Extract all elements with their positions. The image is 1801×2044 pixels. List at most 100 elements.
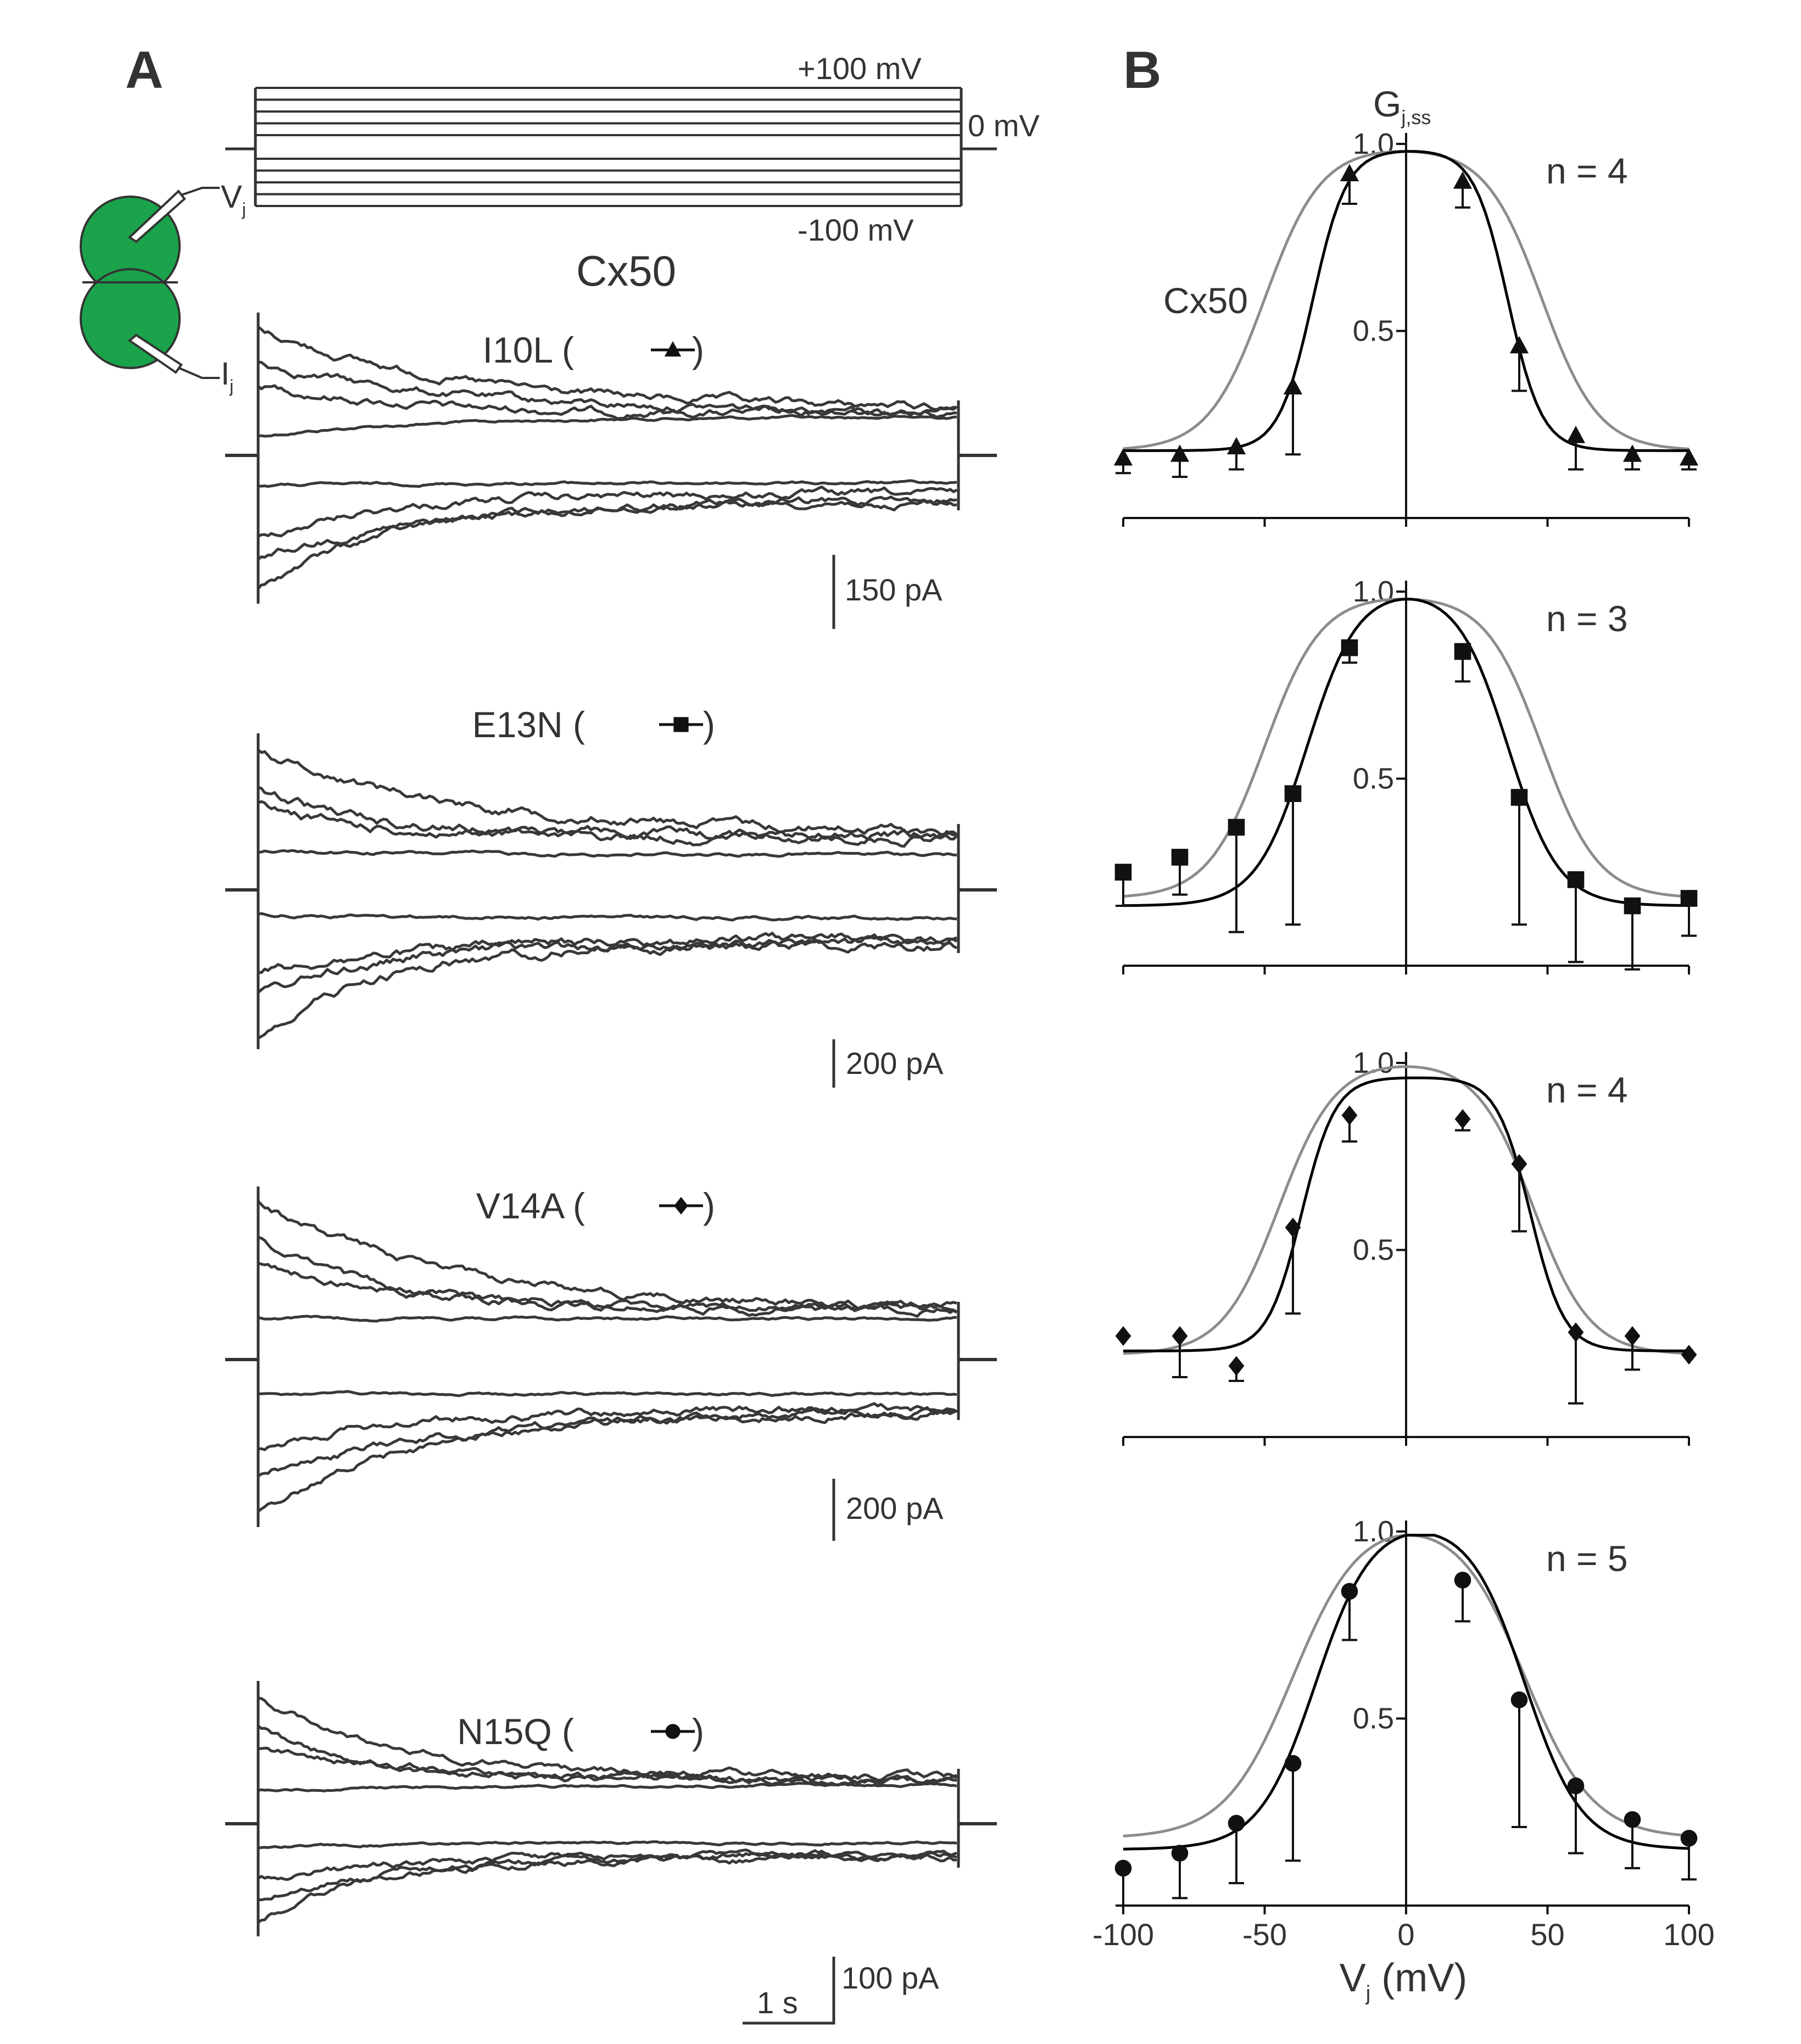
x-tick-label: 0 <box>1397 1917 1414 1952</box>
current-trace <box>257 786 958 844</box>
y-tick-label: 1.0 <box>1353 1046 1394 1079</box>
current-trace <box>257 1849 957 1881</box>
current-trace <box>257 1406 958 1513</box>
y-tick-label: 1.0 <box>1353 1515 1394 1548</box>
gj-plot-e13n: 0.51.0n = 3 <box>1114 575 1698 974</box>
data-point <box>1681 1345 1697 1365</box>
x-tick-label: -100 <box>1092 1917 1154 1952</box>
current-trace <box>257 1781 957 1792</box>
scale-label-v14a: 200 pA <box>846 1491 944 1525</box>
data-point <box>674 1197 688 1215</box>
data-point <box>1172 1326 1188 1346</box>
panel-a-label: A <box>125 41 163 99</box>
data-point <box>1283 377 1303 395</box>
panel-a-title: Cx50 <box>576 247 676 295</box>
data-point <box>1511 1154 1527 1174</box>
data-point <box>1228 818 1245 836</box>
current-trace <box>257 360 957 417</box>
scale-label-e13n: 200 pA <box>846 1046 944 1081</box>
data-point <box>1566 426 1586 443</box>
data-point <box>1341 639 1358 656</box>
reference-curve <box>1123 1065 1690 1355</box>
x-tick-label: 100 <box>1663 1917 1714 1952</box>
data-point <box>1510 1691 1528 1708</box>
trace-label-close-e13n: ) <box>703 704 715 745</box>
data-point <box>1509 336 1529 354</box>
fit-curve <box>1123 1076 1689 1352</box>
electrode-vj <box>127 187 220 243</box>
gj-plot-v14a: 0.5 1.0 n = 4 <box>1115 1046 1697 1446</box>
data-point <box>1679 448 1699 466</box>
data-point <box>1568 1322 1584 1343</box>
trace-lines-e13n <box>225 733 997 1049</box>
trace-lines-i10l <box>225 313 997 604</box>
data-point <box>1454 1109 1471 1129</box>
x-tick-label: -50 <box>1242 1917 1287 1952</box>
reference-curve-label: Cx50 <box>1163 280 1248 321</box>
current-trace <box>257 912 957 922</box>
data-point <box>1624 1811 1641 1828</box>
data-point <box>1284 1755 1302 1772</box>
data-point <box>1341 1105 1358 1126</box>
fit-curve <box>1123 598 1690 907</box>
panel-b-label: B <box>1123 41 1161 99</box>
data-point <box>665 1724 681 1739</box>
data-point <box>1453 171 1473 189</box>
y-tick-label: 0.5 <box>1353 315 1394 348</box>
n-label: n = 4 <box>1546 1070 1628 1110</box>
time-scale-label: 1 s <box>757 1985 798 2020</box>
legend-marker-square <box>659 717 703 732</box>
scale-label-n15q: 100 pA <box>841 1961 939 1995</box>
data-point <box>1285 1217 1301 1238</box>
trace-label-i10l: I10L ( <box>483 330 574 370</box>
data-point <box>1341 1583 1358 1600</box>
data-point <box>1115 1326 1131 1346</box>
gj-plot-i10l: 0.51.0n = 4 <box>1113 127 1699 527</box>
legend-marker-diamond <box>659 1197 703 1215</box>
scale-bar-n15q <box>743 1957 835 2025</box>
data-point <box>1171 1845 1189 1862</box>
trace-label-v14a: V14A ( <box>476 1185 585 1226</box>
x-axis-label: Vj (mV) <box>1340 1956 1467 2005</box>
data-point <box>1170 444 1190 462</box>
n-label: n = 4 <box>1546 151 1628 191</box>
n-label: n = 5 <box>1546 1538 1628 1579</box>
protocol-step-lines <box>254 87 963 207</box>
trace-lines-n15q <box>225 1681 997 1936</box>
current-trace <box>257 384 957 420</box>
data-point <box>664 341 682 357</box>
current-trace <box>257 325 958 411</box>
cell-bottom <box>80 268 181 369</box>
data-point <box>1226 437 1246 455</box>
legend-marker-triangle <box>651 341 695 357</box>
n-label: n = 3 <box>1546 598 1628 639</box>
data-point <box>1171 849 1189 866</box>
data-point <box>1680 1830 1698 1847</box>
data-point <box>1680 890 1698 907</box>
data-point <box>1114 864 1132 881</box>
protocol-top-label: +100 mV <box>798 51 922 86</box>
data-point <box>1624 897 1641 915</box>
trace-label-close-v14a: ) <box>703 1185 715 1226</box>
y-tick-label: 0.5 <box>1353 1702 1394 1735</box>
current-trace <box>257 1724 957 1787</box>
current-trace <box>257 1199 957 1311</box>
current-trace <box>258 932 957 974</box>
vj-electrode-label: Vj <box>221 179 246 219</box>
trace-label-close-n15q: ) <box>692 1711 704 1752</box>
fit-curve <box>1123 1534 1690 1851</box>
protocol-bottom-label: -100 mV <box>798 213 914 247</box>
current-traces-v14a: V14A ( ) 200 pA <box>225 1185 997 1541</box>
current-traces-i10l: I10L ( ) 150 pA <box>225 313 997 629</box>
current-trace <box>257 496 957 590</box>
gj-plots: 0.51.0n = 40.51.0n = 30.51.0n = 40.51.0-… <box>1092 127 1715 1952</box>
x-tick-label: 50 <box>1530 1917 1564 1952</box>
voltage-protocol: +100 mV 0 mV -100 mV <box>225 51 1040 247</box>
fit-curve <box>1123 150 1689 452</box>
current-trace <box>257 479 957 488</box>
y-tick-label: 0.5 <box>1353 762 1394 795</box>
current-trace <box>257 1853 957 1924</box>
data-point <box>1113 448 1133 466</box>
current-trace <box>257 485 958 538</box>
